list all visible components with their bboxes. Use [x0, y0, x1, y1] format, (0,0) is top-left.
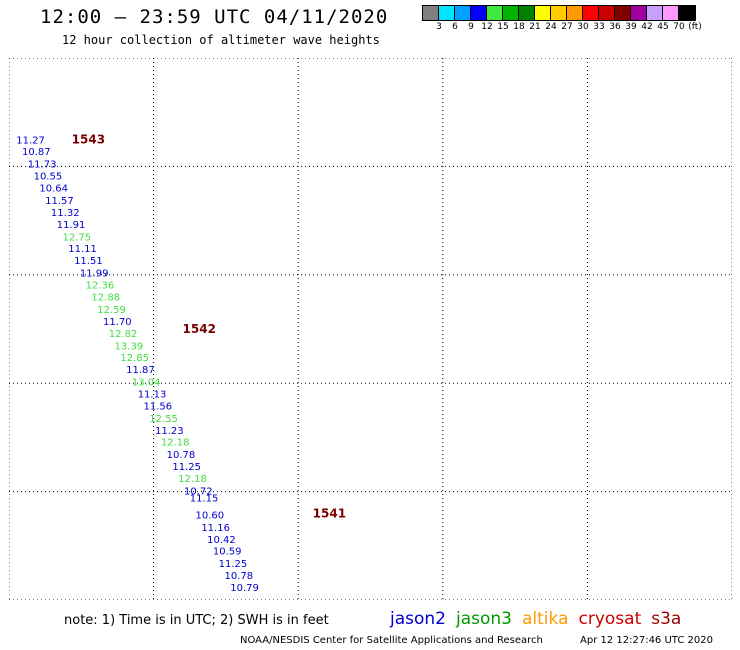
map-grid — [9, 58, 732, 600]
legend-label: 15 — [497, 22, 509, 32]
timestamp-text: Apr 12 12:27:46 UTC 2020 — [580, 635, 713, 646]
footer-note: note: 1) Time is in UTC; 2) SWH is in fe… — [64, 613, 329, 628]
legend-swatch — [535, 6, 551, 20]
legend-swatch — [615, 6, 631, 20]
wave-height-value: 10.60 — [196, 510, 225, 521]
wave-height-value: 13.04 — [132, 378, 161, 389]
wave-height-value: 11.27 — [16, 135, 45, 146]
wave-height-value: 11.51 — [74, 256, 103, 267]
legend-label: 39 — [625, 22, 637, 32]
wave-height-value: 11.16 — [201, 523, 230, 534]
wave-height-value: 10.78 — [167, 450, 196, 461]
chart-subtitle: 12 hour collection of altimeter wave hei… — [62, 33, 380, 47]
satellite-legend-item: jason2 — [390, 609, 446, 629]
wave-height-value: 12.75 — [63, 232, 92, 243]
wave-height-value: 10.55 — [34, 172, 63, 183]
wave-height-value: 10.59 — [213, 547, 242, 558]
wave-height-value: 11.70 — [103, 317, 132, 328]
wave-height-value: 10.78 — [224, 571, 253, 582]
wave-height-value: 11.73 — [28, 160, 57, 171]
legend-swatch — [663, 6, 679, 20]
chart-title: 12:00 – 23:59 UTC 04/11/2020 — [40, 6, 389, 28]
legend-swatch — [551, 6, 567, 20]
satellite-legend-item: cryosat — [578, 609, 642, 629]
wave-height-value: 12.88 — [91, 292, 120, 303]
wave-height-value: 11.91 — [57, 220, 86, 231]
wave-height-value: 11.11 — [68, 244, 97, 255]
legend-label: 12 — [481, 22, 493, 32]
legend-swatch — [455, 6, 471, 20]
wave-height-value: 11.56 — [143, 401, 172, 412]
wave-height-value: 10.72 — [184, 487, 213, 498]
wave-height-value: 12.18 — [178, 474, 207, 485]
legend-label: 21 — [529, 22, 541, 32]
satellite-legend-item: altika — [522, 609, 569, 629]
legend-swatch — [583, 6, 599, 20]
wave-height-value: 12.59 — [97, 305, 126, 316]
wave-height-value: 11.15 — [190, 494, 219, 505]
legend-swatch — [599, 6, 615, 20]
legend-label: 6 — [452, 22, 458, 32]
wave-height-map: 105108111114117120-50-52-54-56-58-60 11.… — [9, 58, 732, 600]
legend-label: 24 — [545, 22, 557, 32]
wave-height-value: 11.87 — [126, 365, 155, 376]
legend-swatch — [679, 6, 695, 20]
legend-swatch — [423, 6, 439, 20]
legend-label: (ft) — [688, 22, 702, 32]
satellite-legend-item: s3a — [651, 609, 682, 629]
wave-height-value: 10.64 — [39, 184, 68, 195]
wave-height-value: 12.85 — [120, 353, 149, 364]
wave-height-value: 10.87 — [22, 147, 51, 158]
legend-label: 9 — [468, 22, 474, 32]
legend-swatch — [471, 6, 487, 20]
wave-height-value: 11.99 — [80, 269, 109, 280]
satellite-legend-item: jason3 — [456, 609, 512, 629]
legend-swatch — [503, 6, 519, 20]
pass-number-label: 1542 — [183, 322, 216, 336]
legend-swatch — [487, 6, 503, 20]
credit-text: NOAA/NESDIS Center for Satellite Applica… — [240, 635, 543, 646]
wave-height-value: 12.18 — [161, 438, 190, 449]
legend-swatch — [439, 6, 455, 20]
color-scale-legend — [422, 5, 696, 21]
legend-label: 30 — [577, 22, 589, 32]
legend-label: 3 — [436, 22, 442, 32]
legend-label: 45 — [657, 22, 669, 32]
legend-swatch — [647, 6, 663, 20]
wave-height-value: 11.32 — [51, 208, 80, 219]
pass-number-label: 1541 — [313, 506, 346, 520]
wave-height-value: 12.36 — [86, 281, 115, 292]
legend-label: 33 — [593, 22, 605, 32]
wave-height-value: 11.25 — [172, 462, 201, 473]
wave-height-value: 10.79 — [230, 583, 259, 594]
wave-height-value: 10.42 — [207, 535, 236, 546]
legend-label: 36 — [609, 22, 621, 32]
wave-height-value: 11.13 — [138, 389, 167, 400]
wave-height-value: 11.57 — [45, 196, 74, 207]
wave-height-value: 12.55 — [149, 414, 178, 425]
legend-swatch — [631, 6, 647, 20]
legend-swatch — [519, 6, 535, 20]
legend-label: 18 — [513, 22, 525, 32]
wave-height-value: 11.25 — [219, 559, 248, 570]
wave-height-value: 12.82 — [109, 329, 138, 340]
satellite-legend: jason2 jason3 altika cryosat s3a — [390, 609, 691, 629]
legend-swatch — [567, 6, 583, 20]
legend-label: 27 — [561, 22, 573, 32]
wave-height-value: 13.39 — [115, 341, 144, 352]
legend-label: 42 — [641, 22, 653, 32]
legend-label: 70 — [673, 22, 685, 32]
pass-labels: 1543 1542 1541 — [72, 132, 346, 520]
wave-height-value: 11.23 — [155, 426, 184, 437]
pass-number-label: 1543 — [72, 132, 105, 146]
